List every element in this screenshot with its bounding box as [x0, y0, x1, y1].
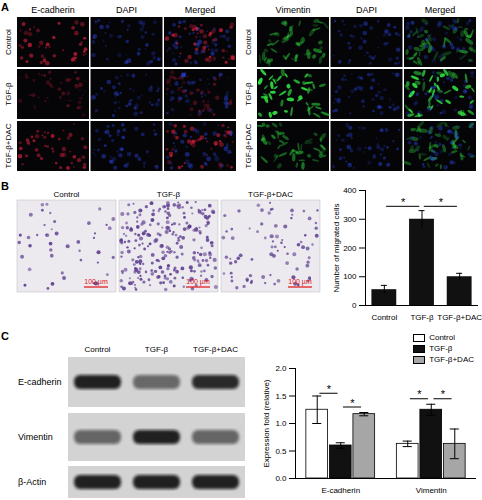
- svg-text:E-cadherin: E-cadherin: [18, 377, 62, 387]
- svg-text:TGF-β+DAC: TGF-β+DAC: [4, 123, 13, 168]
- svg-text:200: 200: [343, 244, 357, 253]
- svg-text:*: *: [439, 196, 444, 208]
- svg-text:TGF-β+DAC: TGF-β+DAC: [244, 123, 253, 168]
- svg-text:TGF-β+DAC: TGF-β+DAC: [193, 345, 238, 354]
- svg-text:100 µm: 100 µm: [288, 278, 312, 286]
- svg-text:*: *: [441, 388, 446, 400]
- svg-text:TGF-β: TGF-β: [4, 82, 13, 106]
- svg-text:100 µm: 100 µm: [186, 278, 210, 286]
- html-text:Control: Control: [429, 333, 455, 342]
- svg-text:C: C: [1, 330, 9, 342]
- svg-text:*: *: [417, 388, 422, 400]
- svg-text:Merged: Merged: [425, 5, 456, 15]
- svg-text:B: B: [1, 180, 9, 192]
- svg-text:0: 0: [352, 301, 357, 310]
- svg-text:E-cadherin: E-cadherin: [31, 5, 75, 15]
- svg-text:400: 400: [343, 186, 357, 195]
- svg-text:Merged: Merged: [185, 5, 216, 15]
- svg-text:Control: Control: [4, 29, 13, 55]
- svg-text:2.0: 2.0: [275, 364, 287, 373]
- svg-text:Number of migrated cells: Number of migrated cells: [332, 204, 341, 293]
- svg-text:TGF-β+DAC: TGF-β+DAC: [248, 190, 293, 199]
- svg-text:Vimentin: Vimentin: [416, 486, 447, 495]
- svg-text:TGF-β: TGF-β: [244, 82, 253, 106]
- html-text:TGF-β+DAC: TGF-β+DAC: [429, 355, 474, 364]
- svg-text:Control: Control: [85, 345, 111, 354]
- svg-text:Control: Control: [54, 190, 80, 199]
- svg-text:Vimentin: Vimentin: [276, 5, 311, 15]
- html-text:TGF-β: TGF-β: [429, 344, 453, 353]
- svg-text:1.0: 1.0: [275, 419, 287, 428]
- svg-text:Expression fold (relative): Expression fold (relative): [262, 379, 271, 467]
- svg-text:β-Actin: β-Actin: [18, 477, 46, 487]
- svg-text:Control: Control: [244, 29, 253, 55]
- svg-text:DAPI: DAPI: [116, 5, 137, 15]
- svg-text:E-cadherin: E-cadherin: [321, 486, 360, 495]
- svg-text:1.5: 1.5: [275, 392, 287, 401]
- svg-text:*: *: [327, 383, 332, 395]
- svg-text:0.5: 0.5: [275, 447, 287, 456]
- svg-text:DAPI: DAPI: [356, 5, 377, 15]
- svg-text:TGF-β: TGF-β: [145, 345, 169, 354]
- svg-text:A: A: [1, 1, 9, 13]
- svg-text:TGF-β: TGF-β: [410, 313, 434, 322]
- svg-text:TGF-β+DAC: TGF-β+DAC: [437, 313, 482, 322]
- svg-text:100: 100: [343, 272, 357, 281]
- svg-text:Control: Control: [371, 313, 397, 322]
- svg-text:TGF-β: TGF-β: [157, 190, 181, 199]
- svg-text:Vimentin: Vimentin: [18, 432, 53, 442]
- svg-text:100 µm: 100 µm: [84, 278, 108, 286]
- svg-text:*: *: [401, 196, 406, 208]
- svg-text:*: *: [350, 397, 355, 409]
- svg-text:300: 300: [343, 215, 357, 224]
- svg-text:0.0: 0.0: [275, 474, 287, 483]
